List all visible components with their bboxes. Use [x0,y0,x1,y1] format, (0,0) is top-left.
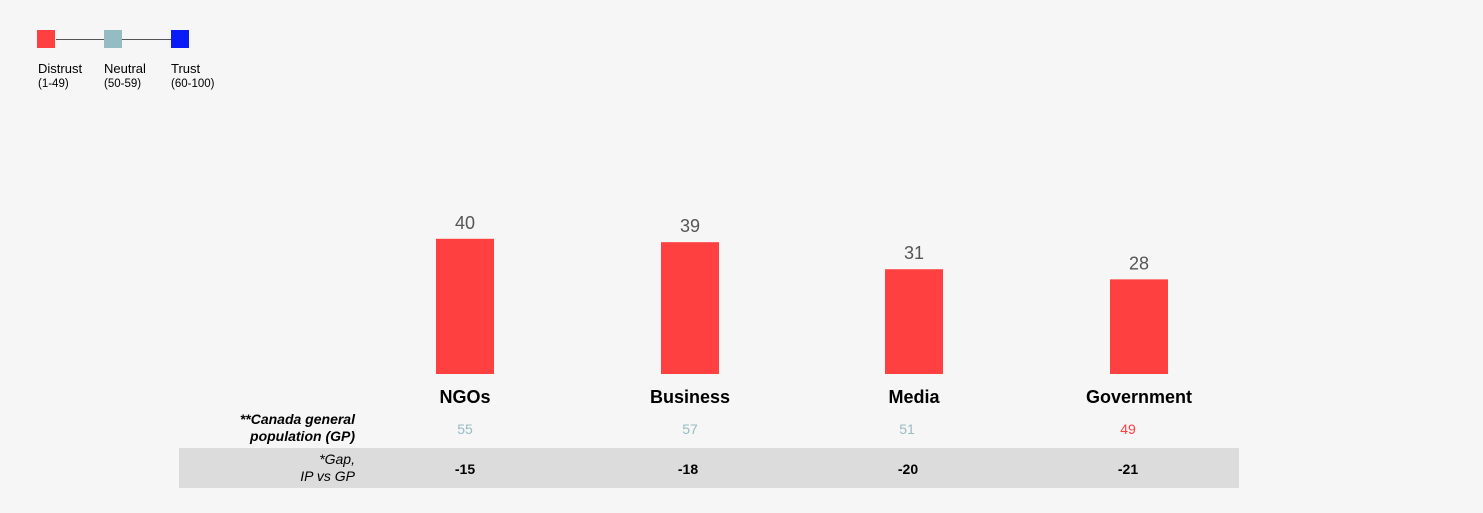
gap-value-business: -18 [677,461,699,477]
bar-value-label-ngos: 40 [455,213,475,233]
gp-value-government: 49 [1120,421,1136,437]
category-label-media: Media [888,387,940,407]
category-label-government: Government [1086,387,1192,407]
legend-swatch-trust [171,30,189,48]
legend-range-distrust: (1-49) [38,78,69,90]
legend-label-trust: Trust [171,61,201,76]
legend-swatch-distrust [37,30,55,48]
gp-row-label-line2: population (GP) [250,428,355,444]
bar-business [661,242,719,374]
bar-value-label-business: 39 [680,216,700,236]
category-label-ngos: NGOs [439,387,490,407]
gp-row-label: **Canada general population (GP) [240,411,355,445]
gp-value-media: 51 [899,421,915,437]
gp-row-label-line1: **Canada general [239,411,355,427]
legend-range-neutral: (50-59) [104,78,142,90]
gap-row-label: *Gap, IP vs GP [300,451,355,485]
bar-value-label-government: 28 [1129,253,1149,273]
bar-media [885,269,943,374]
legend-range-trust: (60-100) [171,78,215,90]
legend-label-neutral: Neutral [104,61,146,76]
gap-value-government: -21 [1117,461,1139,477]
gap-value-ngos: -15 [454,461,476,477]
gp-value-business: 57 [682,421,698,437]
bar-value-label-media: 31 [904,243,924,263]
bar-ngos [436,238,494,374]
gp-value-ngos: 55 [457,421,473,437]
gap-row-background [179,448,1239,488]
gap-value-media: -20 [897,461,919,477]
legend-swatch-neutral [104,30,122,48]
category-label-business: Business [650,387,730,407]
legend-label-distrust: Distrust [38,61,83,76]
bar-chart: 40 NGOs 39 Business 31 Media 28 Government [436,213,1192,407]
gap-row-label-line2: IP vs GP [300,468,355,484]
gap-row-label-line1: *Gap, [319,451,355,467]
bar-government [1110,279,1168,374]
